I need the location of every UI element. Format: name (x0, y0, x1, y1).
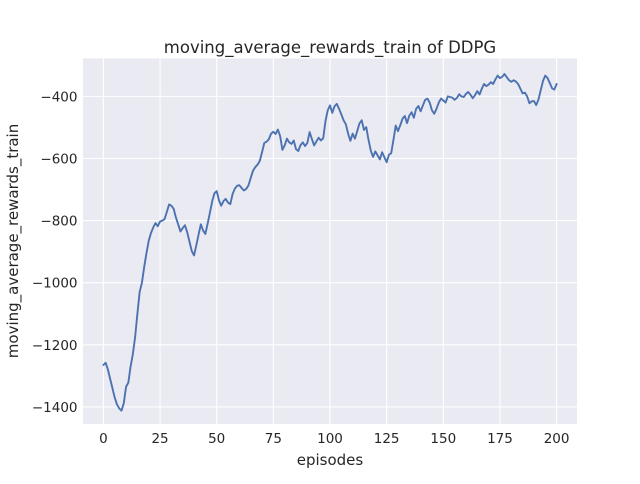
x-tick-label: 50 (208, 431, 225, 447)
y-tick-label: −1200 (32, 338, 78, 354)
x-tick-label: 0 (99, 431, 108, 447)
x-tick-label: 150 (430, 431, 456, 447)
x-tick-label: 175 (487, 431, 513, 447)
y-tick-label: −800 (40, 214, 77, 230)
y-tick-label: −1000 (32, 276, 78, 292)
x-tick-label: 200 (544, 431, 570, 447)
chart-title: moving_average_rewards_train of DDPG (164, 38, 496, 58)
x-axis-label: episodes (297, 451, 364, 469)
y-tick-label: −400 (40, 89, 77, 105)
gridlines (83, 58, 577, 424)
y-tick-label: −600 (40, 151, 77, 167)
x-tick-label: 25 (151, 431, 168, 447)
y-tick-label: −1400 (32, 400, 78, 416)
x-tick-label: 75 (265, 431, 282, 447)
x-tick-labels: 0 25 50 75 100 125 150 175 200 (99, 431, 569, 447)
series-line (102, 73, 558, 412)
x-tick-label: 125 (374, 431, 400, 447)
x-tick-label: 100 (317, 431, 343, 447)
y-axis-label: moving_average_rewards_train (4, 124, 23, 358)
y-tick-labels: −400 −600 −800 −1000 −1200 −1400 (32, 89, 78, 416)
